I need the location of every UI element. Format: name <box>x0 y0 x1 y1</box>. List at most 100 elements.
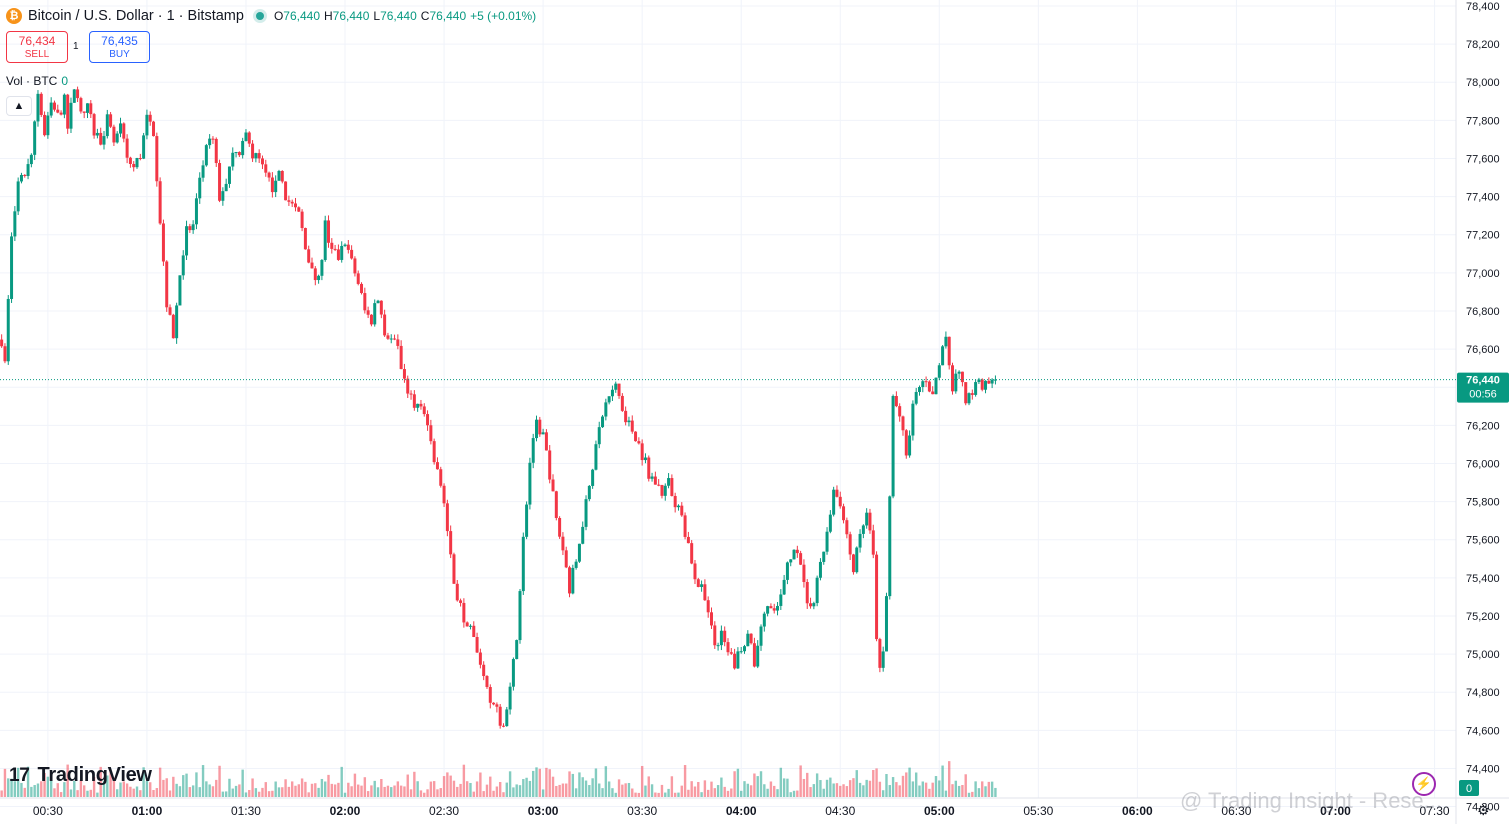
candle-body <box>330 242 334 249</box>
x-tick-label: 06:30 <box>1221 804 1251 818</box>
candle-body <box>69 102 73 129</box>
candle-body <box>82 111 86 113</box>
tradingview-logo[interactable]: 17 TradingView <box>9 764 152 787</box>
volume-bar <box>366 791 370 797</box>
candle-body <box>792 549 796 560</box>
volume-bar <box>888 785 891 797</box>
volume-bar <box>218 765 221 797</box>
volume-bar <box>215 779 218 797</box>
candle-body <box>700 584 704 587</box>
volume-bar <box>261 787 264 797</box>
candle-body <box>125 138 129 158</box>
volume-bar <box>300 778 304 797</box>
volume-bar <box>386 785 390 797</box>
volume-bar <box>82 785 86 797</box>
volume-bar <box>518 785 522 797</box>
candle-body <box>109 114 113 127</box>
candle-body <box>782 579 786 595</box>
volume-bar <box>881 790 885 797</box>
volume-bar <box>201 765 205 797</box>
volume-bar <box>357 784 360 797</box>
candle-body <box>914 391 918 404</box>
candle-body <box>135 157 139 168</box>
candle-body <box>828 514 832 532</box>
candle-body <box>353 258 357 274</box>
candle-body <box>449 531 453 555</box>
sell-price: 76,434 <box>18 34 56 48</box>
candle-body <box>95 132 99 136</box>
volume-bar <box>426 789 429 797</box>
lightning-icon[interactable]: ⚡ <box>1412 772 1436 796</box>
candle-body <box>947 336 951 366</box>
candle-body <box>327 220 331 243</box>
candle-body <box>115 133 119 143</box>
volume-bar <box>987 781 991 797</box>
x-tick-label: 07:00 <box>1320 804 1351 818</box>
candle-body <box>99 132 103 145</box>
candle-body <box>168 307 172 315</box>
volume-bar <box>839 785 842 797</box>
candle-body <box>944 336 948 347</box>
volume-value: 0 <box>1466 783 1472 795</box>
order-quantity[interactable]: 1 <box>73 41 79 52</box>
volume-bar <box>858 782 862 797</box>
volume-bar <box>287 786 291 797</box>
candle-body <box>515 640 519 660</box>
price-axis[interactable]: 78,400 78,200 78,000 77,800 77,600 77,400 77,2… <box>1466 1 1500 814</box>
candle-body <box>822 551 826 562</box>
x-tick-label: 00:30 <box>33 804 63 818</box>
volume-bar <box>142 767 145 797</box>
volume-bar <box>981 781 984 797</box>
candle-body <box>152 121 156 137</box>
volume-bar <box>178 786 182 797</box>
y-tick-label: 78,000 <box>1466 77 1500 89</box>
gear-icon[interactable]: ⚙ <box>1477 802 1490 818</box>
sell-button[interactable]: 76,434 SELL <box>6 31 68 63</box>
candle-body <box>422 406 426 415</box>
candle-body <box>396 339 400 346</box>
volume-bar <box>360 785 363 797</box>
volume-bar <box>683 765 687 797</box>
volume-bar <box>462 764 466 797</box>
candle-body <box>478 652 482 665</box>
candle-body <box>445 503 449 532</box>
symbol-title[interactable]: Bitcoin / U.S. Dollar · 1 · Bitstamp <box>28 8 244 24</box>
volume-bar <box>654 792 657 797</box>
volume-bar <box>221 791 225 797</box>
time-axis[interactable]: 00:30 01:00 01:30 02:00 02:30 03:00 03:30 04:00… <box>33 804 1450 818</box>
volume-bar <box>604 766 608 797</box>
volume-bar <box>49 779 53 797</box>
x-tick-label: 01:30 <box>231 804 261 818</box>
candle-body <box>62 94 66 115</box>
candle-body <box>495 704 499 707</box>
candle-body <box>967 393 971 404</box>
volume-bar <box>895 782 898 797</box>
candle-body <box>571 567 575 594</box>
volume-bar <box>938 780 941 797</box>
collapse-chevron-up-icon[interactable]: ▲ <box>6 96 32 116</box>
volume-bar <box>766 788 769 797</box>
volume-bar <box>584 780 588 797</box>
candle-body <box>525 504 529 537</box>
buy-button[interactable]: 76,435 BUY <box>89 31 150 63</box>
volume-bar <box>310 783 314 797</box>
x-tick-label: 03:00 <box>528 804 559 818</box>
volume-bar <box>135 786 139 797</box>
volume-bar <box>640 765 644 797</box>
volume-bar <box>211 786 215 797</box>
candle-body <box>597 427 601 445</box>
candle-body <box>772 608 776 611</box>
volume-bar <box>928 788 931 797</box>
bar-countdown: 00:56 <box>1469 389 1497 401</box>
y-tick-label: 76,000 <box>1466 458 1500 470</box>
candle-body <box>835 489 839 497</box>
volume-bar <box>264 782 267 797</box>
candle-body <box>776 605 780 611</box>
volume-bar <box>627 782 631 797</box>
volume-bar <box>373 780 376 797</box>
candle-body <box>680 505 684 516</box>
volume-bar <box>954 780 958 797</box>
candle-body <box>574 561 578 568</box>
candle-body <box>838 496 842 507</box>
